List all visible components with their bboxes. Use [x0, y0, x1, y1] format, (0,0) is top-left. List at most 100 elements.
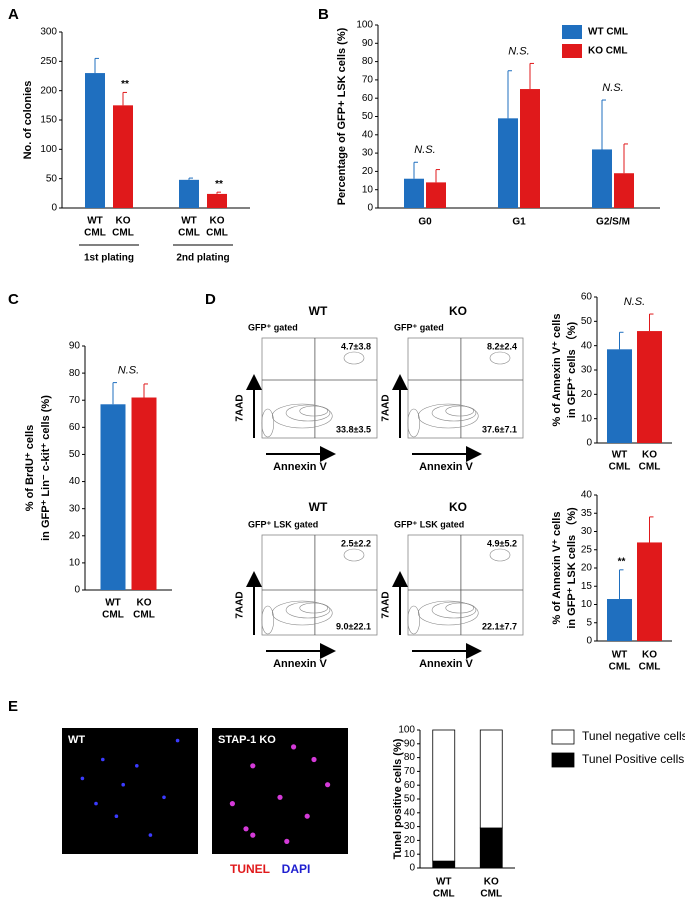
bar-label: CML — [639, 662, 661, 673]
y-tick-label: 70 — [69, 395, 81, 406]
legend-swatch — [562, 44, 582, 58]
y-tick-label: 0 — [51, 203, 57, 214]
y-tick-label: 0 — [586, 438, 592, 449]
contour — [271, 600, 333, 626]
y-tick-label: 250 — [40, 56, 57, 67]
y-axis-label: 7AAD — [381, 394, 392, 421]
significance-label: N.S. — [508, 45, 529, 57]
bar-label: CML — [206, 228, 228, 239]
micrograph-label: STAP-1 KO — [218, 734, 276, 746]
y-axis-label: in GFP⁺ LSK cells （%) — [565, 507, 578, 629]
y-tick-label: 40 — [581, 490, 593, 501]
y-tick-label: 70 — [404, 766, 416, 777]
contour — [299, 602, 329, 614]
legend-label: Tunel Positive cells — [582, 752, 684, 766]
y-tick-label: 80 — [404, 752, 416, 763]
gate-label: GFP⁺ gated — [248, 322, 298, 332]
panel-letter: E — [8, 698, 18, 715]
y-tick-label: 30 — [581, 365, 593, 376]
contour — [407, 408, 421, 438]
cell — [114, 814, 119, 818]
y-tick-label: 50 — [46, 173, 58, 184]
significance-label: ** — [215, 179, 223, 190]
bar-label: CML — [102, 610, 124, 621]
y-tick-label: 100 — [356, 20, 373, 31]
quadrant-value: 2.5±2.2 — [341, 538, 371, 548]
x-axis-label: Annexin V — [273, 461, 327, 473]
cell — [229, 801, 235, 807]
legend-swatch — [551, 729, 575, 745]
y-tick-label: 90 — [362, 38, 374, 49]
y-tick-label: 10 — [581, 599, 593, 610]
plot-title: WT — [309, 304, 328, 318]
contour — [417, 600, 479, 626]
y-tick-label: 35 — [581, 508, 593, 519]
legend-swatch — [562, 25, 582, 39]
x-axis-label: Annexin V — [419, 461, 473, 473]
y-axis-label: % of Annexin V⁺ cells — [551, 512, 563, 625]
y-tick-label: 20 — [404, 835, 416, 846]
micrograph — [62, 728, 198, 854]
bar — [592, 149, 612, 208]
gate-label: GFP⁺ gated — [394, 322, 444, 332]
quadrant-value: 33.8±3.5 — [336, 424, 371, 434]
y-tick-label: 100 — [398, 725, 415, 736]
cell — [243, 826, 249, 832]
y-axis-label: 7AAD — [381, 591, 392, 618]
significance-label: ** — [121, 79, 129, 90]
quadrant-value: 4.9±5.2 — [487, 538, 517, 548]
bar-label: KO — [116, 216, 131, 227]
bar — [637, 331, 662, 443]
gate-label: GFP⁺ LSK gated — [248, 519, 318, 529]
y-axis-label: in GFP⁺ cells （%) — [565, 322, 578, 419]
bar-label: KO — [642, 650, 657, 661]
cell — [175, 738, 180, 743]
y-tick-label: 15 — [581, 581, 593, 592]
y-axis-label: % of BrdU⁺ cells — [24, 425, 36, 512]
cell — [162, 795, 166, 800]
bar-segment — [432, 860, 456, 869]
bar — [498, 118, 518, 208]
bar — [85, 73, 105, 208]
contour — [431, 404, 477, 422]
y-tick-label: 10 — [69, 558, 81, 569]
y-tick-label: 150 — [40, 115, 57, 126]
bar-label: KO — [210, 216, 225, 227]
bar — [179, 179, 199, 208]
cell — [277, 794, 283, 800]
y-tick-label: 0 — [409, 863, 415, 874]
y-axis-label: in GFP⁺ Lin⁻ c-kit⁺ cells (%) — [40, 395, 52, 541]
bar-label: CML — [84, 228, 106, 239]
bar-label: WT — [105, 598, 121, 609]
cell — [325, 782, 331, 788]
bar-label: WT — [612, 450, 628, 461]
y-tick-label: 60 — [69, 422, 81, 433]
y-tick-label: 90 — [69, 341, 81, 352]
y-axis-label: 7AAD — [235, 394, 246, 421]
bar-segment — [479, 827, 503, 869]
x-tick-label: G1 — [512, 217, 526, 228]
bar — [520, 89, 540, 208]
legend-swatch — [551, 752, 575, 768]
x-axis-label: Annexin V — [419, 658, 473, 670]
plot-title: WT — [309, 500, 328, 514]
x-tick-label: G2/S/M — [596, 217, 630, 228]
contour — [431, 601, 477, 619]
x-tick-label: CML — [480, 889, 502, 900]
bar-label: CML — [112, 228, 134, 239]
bar — [404, 178, 424, 208]
bar-segment — [479, 729, 503, 829]
quadrant-value: 8.2±2.4 — [487, 341, 517, 351]
y-tick-label: 70 — [362, 75, 374, 86]
bar-label: WT — [612, 650, 628, 661]
panel-letter: D — [205, 291, 216, 308]
plot-frame — [407, 337, 524, 439]
contour — [417, 403, 479, 429]
legend-label: KO CML — [588, 46, 627, 57]
y-tick-label: 200 — [40, 85, 57, 96]
stain-label: DAPI — [282, 862, 311, 876]
bar-label: CML — [609, 662, 631, 673]
cell — [284, 838, 290, 845]
